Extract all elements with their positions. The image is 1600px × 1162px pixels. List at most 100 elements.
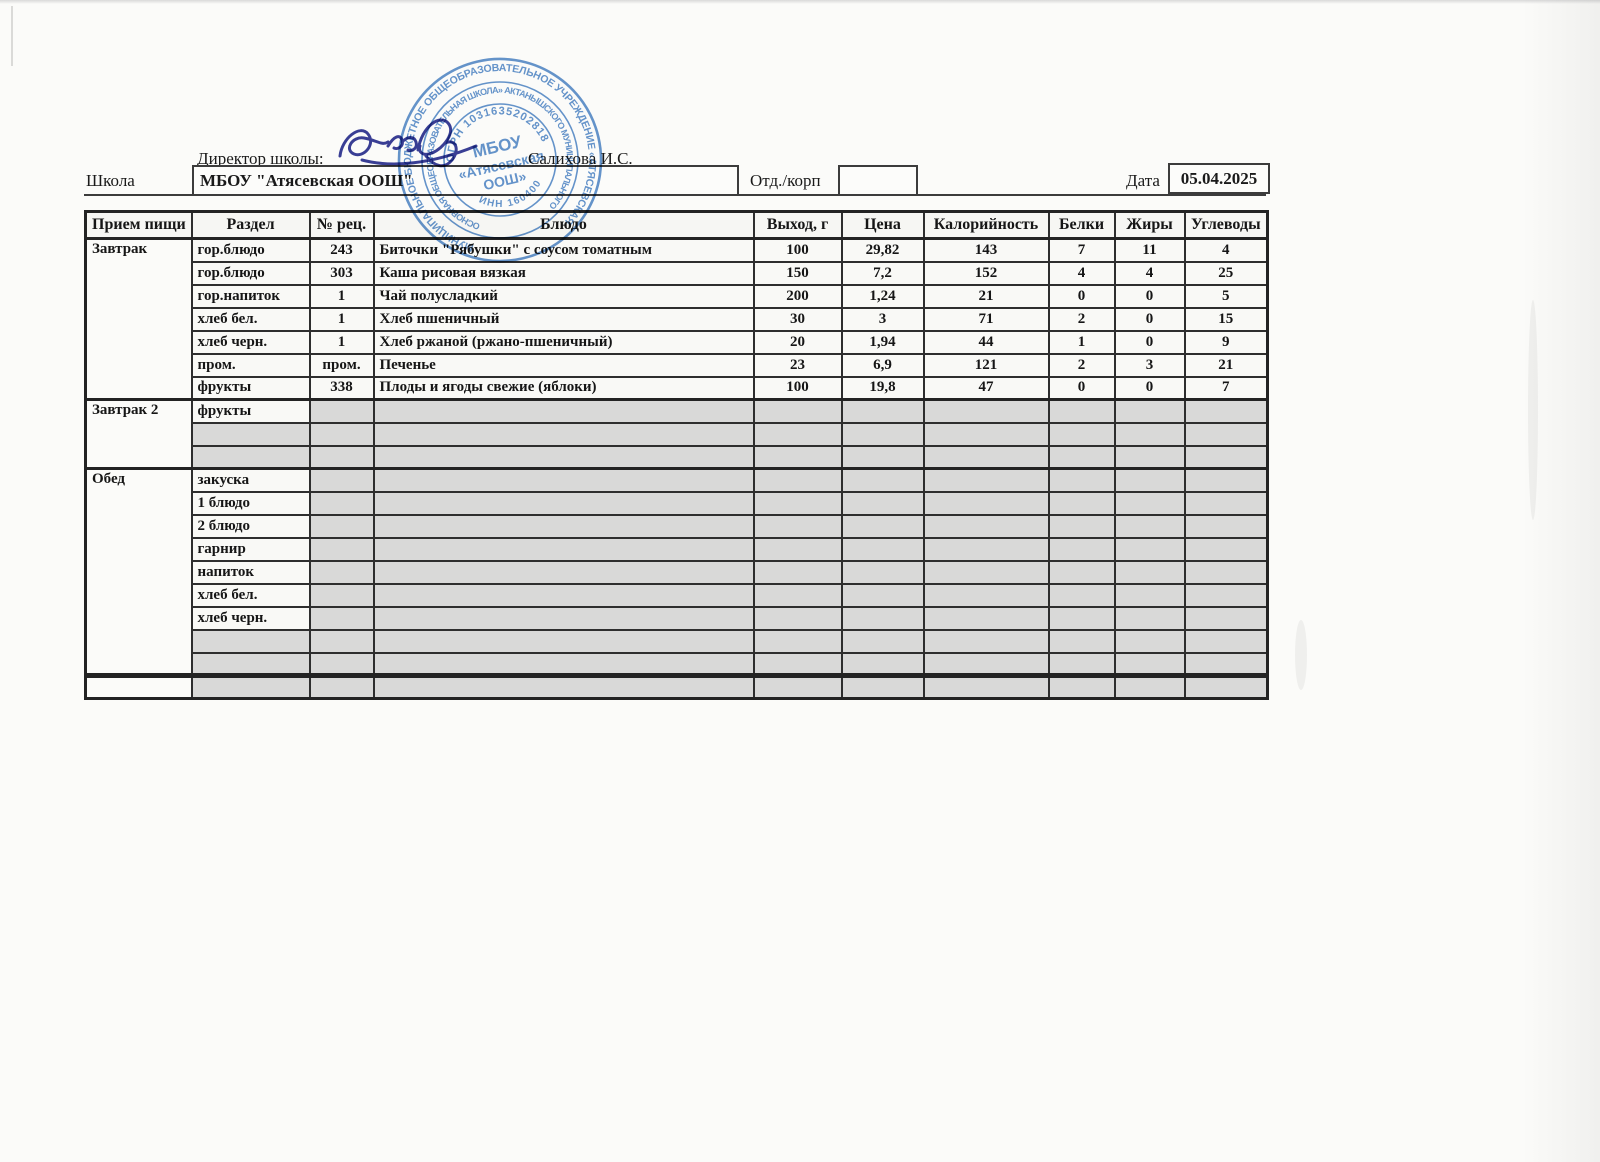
date-field: 05.04.2025 — [1168, 163, 1270, 194]
meal-cell — [84, 673, 193, 700]
cell-protein — [1047, 673, 1116, 700]
cell-carbs — [1183, 444, 1269, 470]
cell-kcal: 21 — [922, 283, 1050, 309]
cell-out_g — [752, 628, 843, 654]
cell-carbs — [1183, 536, 1269, 562]
scan-top-edge — [0, 0, 1600, 4]
cell-razdel: хлеб бел. — [190, 582, 311, 608]
cell-fat — [1113, 490, 1186, 516]
table-row: гор.блюдо 303 Каша рисовая вязкая 150 7,2 152… — [86, 260, 1269, 286]
table-row: хлеб бел. — [86, 582, 1269, 608]
cell-rec — [308, 605, 375, 631]
cell-dish — [372, 628, 755, 654]
cell-dish — [372, 398, 755, 424]
dept-label: Отд./корп — [750, 171, 821, 190]
cell-carbs: 7 — [1183, 375, 1269, 401]
cell-kcal: 47 — [922, 375, 1050, 401]
cell-dish — [372, 559, 755, 585]
cell-dish: Хлеб ржаной (ржано-пшеничный) — [372, 329, 755, 355]
cell-out_g — [752, 467, 843, 493]
cell-protein: 0 — [1047, 375, 1116, 401]
table-row: хлеб черн. 1 Хлеб ржаной (ржано-пшеничный)… — [86, 329, 1269, 355]
school-field: МБОУ "Атясевская ООШ" — [192, 165, 739, 196]
school-stamp: МУНИЦИПАЛЬНОЕ БЮДЖЕТНОЕ ОБЩЕОБРАЗОВАТЕЛЬ… — [372, 40, 615, 265]
cell-protein: 2 — [1047, 352, 1116, 378]
cell-price: 1,94 — [840, 329, 925, 355]
cell-kcal — [922, 398, 1050, 424]
cell-fat: 11 — [1113, 237, 1186, 263]
cell-price — [840, 467, 925, 493]
cell-out_g: 23 — [752, 352, 843, 378]
cell-kcal: 152 — [922, 260, 1050, 286]
cell-dish: Плоды и ягоды свежие (яблоки) — [372, 375, 755, 401]
cell-razdel: хлеб черн. — [190, 329, 311, 355]
cell-out_g — [752, 559, 843, 585]
cell-out_g — [752, 651, 843, 677]
cell-protein — [1047, 605, 1116, 631]
cell-price — [840, 398, 925, 424]
cell-kcal — [922, 421, 1050, 447]
cell-kcal — [922, 444, 1050, 470]
cell-razdel: хлеб бел. — [190, 306, 311, 332]
cell-fat — [1113, 628, 1186, 654]
cell-razdel: закуска — [190, 467, 311, 493]
cell-carbs — [1183, 421, 1269, 447]
cell-price — [840, 651, 925, 677]
cell-price — [840, 513, 925, 539]
scan-right-shadow — [1522, 0, 1600, 1162]
cell-protein — [1047, 467, 1116, 493]
column-header: Жиры — [1113, 210, 1186, 240]
cell-price — [840, 582, 925, 608]
cell-out_g — [752, 582, 843, 608]
cell-carbs: 4 — [1183, 237, 1269, 263]
cell-razdel: фрукты — [190, 398, 311, 424]
school-value: МБОУ "Атясевская ООШ" — [200, 171, 413, 190]
cell-protein: 0 — [1047, 283, 1116, 309]
cell-razdel: гор.блюдо — [190, 260, 311, 286]
cell-kcal: 44 — [922, 329, 1050, 355]
cell-razdel — [190, 421, 311, 447]
cell-fat — [1113, 651, 1186, 677]
cell-dish — [372, 421, 755, 447]
cell-rec — [308, 421, 375, 447]
cell-kcal — [922, 651, 1050, 677]
cell-protein — [1047, 398, 1116, 424]
cell-dish: Хлеб пшеничный — [372, 306, 755, 332]
cell-rec: 338 — [308, 375, 375, 401]
cell-carbs — [1183, 582, 1269, 608]
cell-fat — [1113, 513, 1186, 539]
cell-price — [840, 673, 925, 700]
cell-carbs: 25 — [1183, 260, 1269, 286]
cell-carbs — [1183, 673, 1269, 700]
table-row: хлеб бел. 1 Хлеб пшеничный 30 3 71 2 0 15 — [86, 306, 1269, 332]
cell-rec: пром. — [308, 352, 375, 378]
cell-price — [840, 628, 925, 654]
column-header: Белки — [1047, 210, 1116, 240]
cell-protein — [1047, 490, 1116, 516]
cell-protein — [1047, 444, 1116, 470]
cell-razdel: 1 блюдо — [190, 490, 311, 516]
cell-protein — [1047, 582, 1116, 608]
cell-price — [840, 490, 925, 516]
cell-fat — [1113, 559, 1186, 585]
cell-fat — [1113, 673, 1186, 700]
director-name: Салихова И.С. — [528, 149, 633, 168]
cell-fat: 4 — [1113, 260, 1186, 286]
cell-fat — [1113, 421, 1186, 447]
cell-kcal — [922, 559, 1050, 585]
header-rule — [84, 194, 1266, 196]
cell-protein — [1047, 421, 1116, 447]
cell-dish — [372, 467, 755, 493]
cell-rec — [308, 536, 375, 562]
table-row: 2 блюдо — [86, 513, 1269, 539]
cell-rec: 243 — [308, 237, 375, 263]
column-header: Цена — [840, 210, 925, 240]
menu-table-body: Завтрак гор.блюдо 243 Биточки "Рябушки" с с… — [84, 237, 1269, 700]
cell-rec — [308, 673, 375, 700]
cell-carbs — [1183, 398, 1269, 424]
cell-kcal: 143 — [922, 237, 1050, 263]
director-label: Директор школы: — [197, 149, 324, 168]
scan-left-edge — [11, 6, 13, 66]
cell-razdel — [190, 673, 311, 700]
